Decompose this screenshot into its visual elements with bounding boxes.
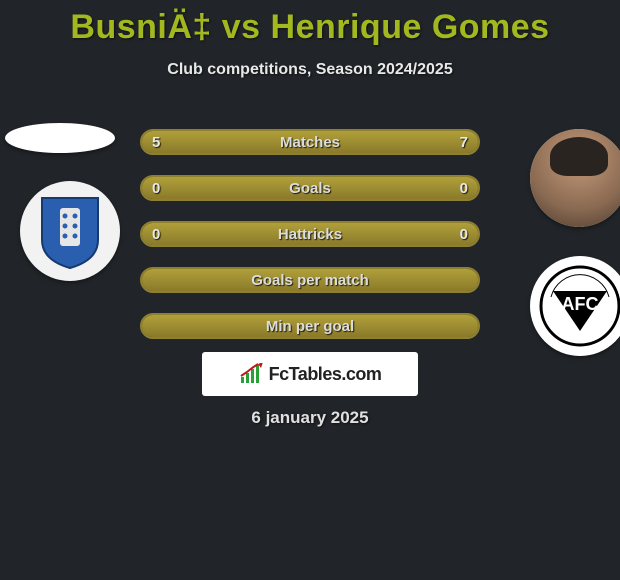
stat-bar-row: 0 0 Hattricks xyxy=(140,221,480,247)
bar-value-right: 0 xyxy=(460,223,468,245)
bar-label: Goals xyxy=(289,180,331,197)
pennant-badge-icon: AFC xyxy=(539,265,620,347)
svg-text:AFC: AFC xyxy=(562,294,599,314)
bar-value-right: 0 xyxy=(460,177,468,199)
stat-bar-row: 5 7 Matches xyxy=(140,129,480,155)
shield-badge-icon xyxy=(38,192,102,270)
player-right-avatar xyxy=(530,129,620,227)
page-title: BusniÄ‡ vs Henrique Gomes xyxy=(0,0,620,47)
chart-bars-icon xyxy=(239,363,265,385)
watermark-badge: FcTables.com xyxy=(202,352,418,396)
bar-label: Min per goal xyxy=(266,318,354,335)
club-right-badge: AFC xyxy=(530,256,620,356)
player-right-face-placeholder xyxy=(530,129,620,227)
stat-bars: 5 7 Matches 0 0 Goals 0 0 Hattricks Goals per mat… xyxy=(140,129,480,359)
bar-label: Hattricks xyxy=(278,226,342,243)
bar-label: Matches xyxy=(280,134,340,151)
stat-bar-row: Goals per match xyxy=(140,267,480,293)
date-text: 6 january 2025 xyxy=(0,408,620,428)
bar-label: Goals per match xyxy=(251,272,369,289)
club-left-badge xyxy=(20,181,120,281)
player-left-avatar xyxy=(5,123,115,153)
watermark-text: FcTables.com xyxy=(269,364,382,385)
stat-bar-row: Min per goal xyxy=(140,313,480,339)
stat-bar-row: 0 0 Goals xyxy=(140,175,480,201)
bar-value-right: 7 xyxy=(460,131,468,153)
bar-value-left: 0 xyxy=(152,177,160,199)
bar-value-left: 5 xyxy=(152,131,160,153)
bar-fill-left xyxy=(142,131,283,153)
bar-value-left: 0 xyxy=(152,223,160,245)
subtitle: Club competitions, Season 2024/2025 xyxy=(0,61,620,79)
